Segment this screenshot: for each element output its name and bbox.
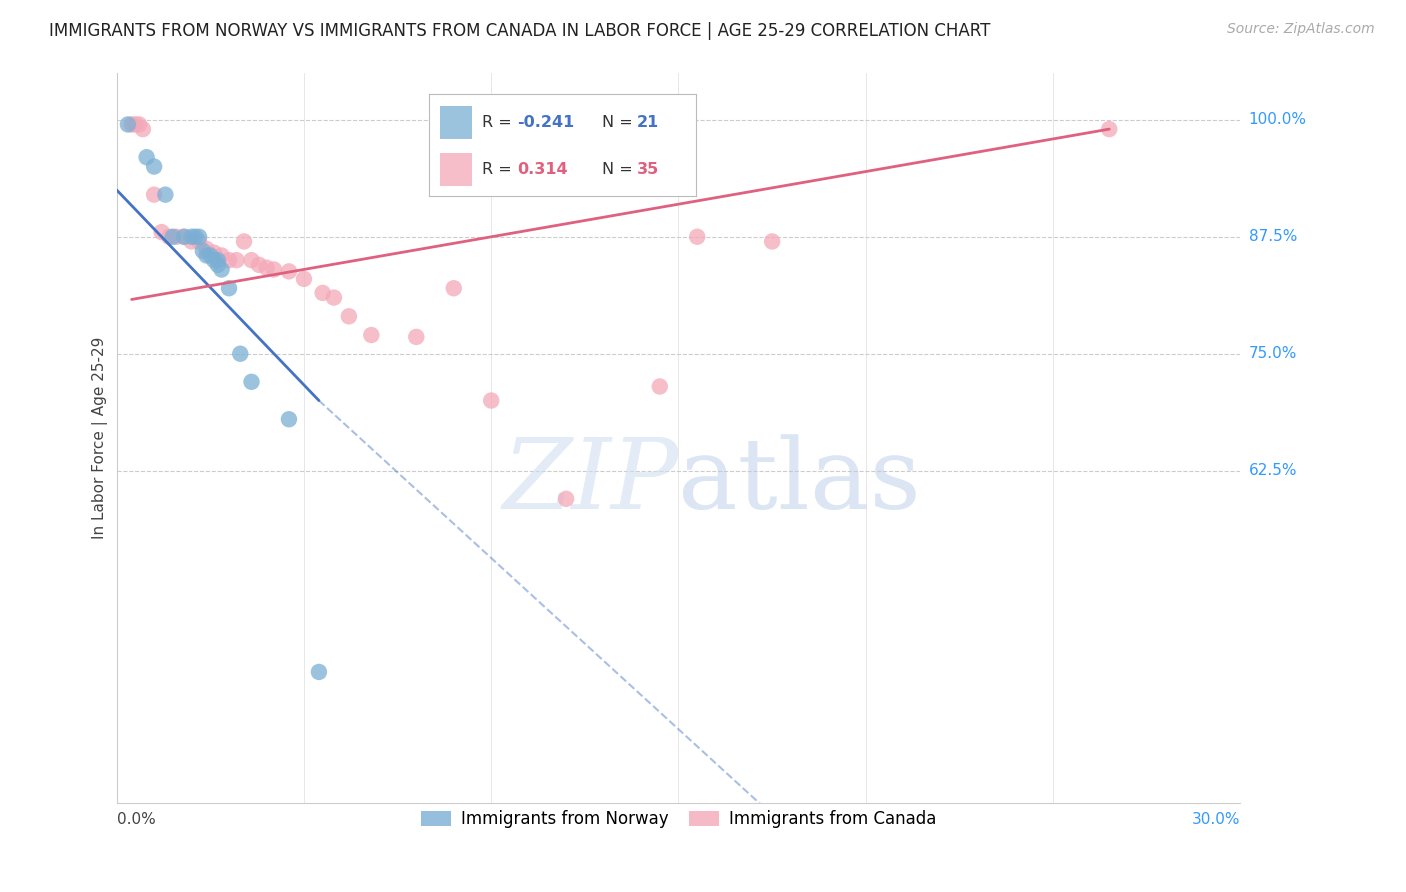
Text: Source: ZipAtlas.com: Source: ZipAtlas.com [1227, 22, 1375, 37]
Point [200, 248, 222, 262]
Point [211, 248, 233, 262]
Point [218, 253, 240, 268]
Point [292, 272, 315, 286]
Text: 0.0%: 0.0% [117, 813, 156, 827]
Text: 0.314: 0.314 [517, 162, 568, 178]
Point [180, 235, 202, 249]
Point [173, 229, 195, 244]
Point [207, 258, 229, 272]
Point [191, 244, 214, 258]
Point [132, 122, 155, 136]
Text: N =: N = [603, 162, 638, 178]
Point [202, 253, 225, 268]
Point [648, 379, 671, 393]
Point [207, 253, 229, 268]
Point [211, 262, 233, 277]
Point [162, 229, 184, 244]
Point [124, 118, 146, 132]
Y-axis label: In Labor Force | Age 25-29: In Labor Force | Age 25-29 [93, 337, 108, 539]
Point [405, 330, 427, 344]
Point [218, 281, 240, 295]
Text: R =: R = [482, 162, 522, 178]
Point [278, 264, 301, 278]
Point [233, 235, 256, 249]
Point [1098, 122, 1121, 136]
Text: 21: 21 [637, 115, 659, 130]
Point [157, 229, 180, 244]
Point [308, 665, 330, 679]
Point [686, 229, 709, 244]
Point [225, 253, 247, 268]
Text: atlas: atlas [679, 434, 921, 530]
Point [195, 248, 218, 262]
Point [240, 375, 263, 389]
Text: N =: N = [603, 115, 638, 130]
Text: 87.5%: 87.5% [1249, 229, 1296, 244]
Point [337, 310, 360, 324]
Text: IMMIGRANTS FROM NORWAY VS IMMIGRANTS FROM CANADA IN LABOR FORCE | AGE 25-29 CORR: IMMIGRANTS FROM NORWAY VS IMMIGRANTS FRO… [49, 22, 991, 40]
Point [761, 235, 783, 249]
FancyBboxPatch shape [440, 106, 471, 139]
Point [188, 229, 211, 244]
Text: 100.0%: 100.0% [1249, 112, 1306, 128]
Point [121, 118, 143, 132]
Point [155, 187, 177, 202]
Point [311, 285, 333, 300]
Point [173, 229, 195, 244]
Point [135, 150, 157, 164]
Text: 75.0%: 75.0% [1249, 346, 1296, 361]
Point [166, 229, 188, 244]
Point [195, 242, 218, 256]
Point [143, 187, 166, 202]
Legend: Immigrants from Norway, Immigrants from Canada: Immigrants from Norway, Immigrants from … [415, 804, 942, 835]
Point [443, 281, 465, 295]
Point [128, 118, 150, 132]
Point [247, 258, 270, 272]
Point [202, 245, 225, 260]
Point [240, 253, 263, 268]
Point [555, 491, 578, 506]
Text: -0.241: -0.241 [517, 115, 574, 130]
Point [322, 291, 344, 305]
Point [278, 412, 301, 426]
Point [188, 235, 211, 249]
Text: 62.5%: 62.5% [1249, 463, 1298, 478]
Point [479, 393, 502, 408]
Point [360, 328, 382, 343]
Point [263, 262, 285, 277]
Point [143, 160, 166, 174]
Text: 30.0%: 30.0% [1192, 813, 1240, 827]
Point [180, 229, 202, 244]
Text: 35: 35 [637, 162, 659, 178]
Point [256, 260, 278, 275]
Point [229, 347, 252, 361]
Point [184, 229, 207, 244]
Point [117, 118, 139, 132]
FancyBboxPatch shape [440, 153, 471, 186]
Point [150, 225, 173, 239]
Text: R =: R = [482, 115, 517, 130]
Text: ZIP: ZIP [502, 434, 679, 530]
